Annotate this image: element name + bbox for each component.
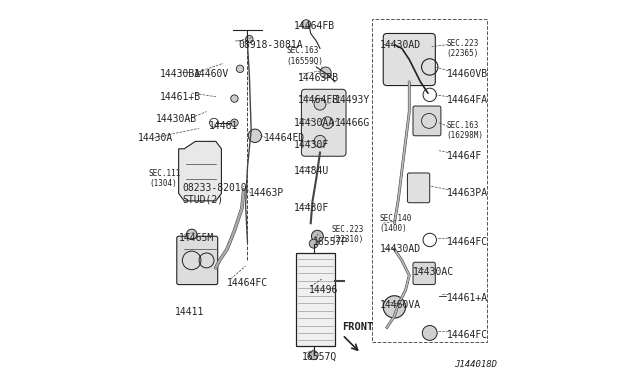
- Text: 14464FC: 14464FC: [227, 278, 268, 288]
- Circle shape: [309, 239, 318, 248]
- FancyBboxPatch shape: [413, 262, 435, 285]
- Text: SEC.111
(1304): SEC.111 (1304): [149, 169, 181, 188]
- Text: SEC.223
(22365): SEC.223 (22365): [447, 39, 479, 58]
- Circle shape: [320, 67, 331, 78]
- Text: 14496: 14496: [309, 285, 338, 295]
- Text: 14430AB: 14430AB: [156, 114, 198, 124]
- Circle shape: [231, 95, 238, 102]
- Text: 14464FA: 14464FA: [447, 96, 488, 105]
- Circle shape: [309, 351, 318, 360]
- Text: 08918-3081A: 08918-3081A: [238, 40, 303, 49]
- Text: 14484U: 14484U: [294, 166, 329, 176]
- Text: SEC.163
(16298M): SEC.163 (16298M): [447, 121, 483, 140]
- Circle shape: [383, 296, 406, 318]
- Text: 14460VA: 14460VA: [380, 300, 420, 310]
- FancyBboxPatch shape: [413, 106, 441, 136]
- Circle shape: [422, 326, 437, 340]
- Text: 14430F: 14430F: [294, 140, 329, 150]
- Text: 14430AD: 14430AD: [380, 244, 420, 254]
- Circle shape: [236, 65, 244, 73]
- Text: FRONT: FRONT: [342, 323, 374, 332]
- Text: 14493Y: 14493Y: [335, 96, 370, 105]
- Circle shape: [248, 129, 262, 142]
- FancyBboxPatch shape: [301, 89, 346, 156]
- Text: 14464F: 14464F: [447, 151, 482, 161]
- FancyBboxPatch shape: [408, 173, 429, 203]
- Text: 14430A: 14430A: [138, 133, 173, 142]
- Text: 14430F: 14430F: [294, 203, 329, 213]
- Text: 14465M: 14465M: [179, 233, 214, 243]
- Circle shape: [314, 135, 326, 147]
- Text: 14463P: 14463P: [250, 189, 285, 198]
- Text: 14464FB: 14464FB: [294, 21, 335, 31]
- Text: J144018D: J144018D: [454, 360, 497, 369]
- Circle shape: [302, 20, 310, 29]
- Text: 14461+A: 14461+A: [447, 293, 488, 302]
- Text: 14463PB: 14463PB: [298, 73, 339, 83]
- Circle shape: [231, 119, 238, 126]
- Text: 14464FD: 14464FD: [264, 133, 305, 142]
- Text: 14464FC: 14464FC: [447, 330, 488, 340]
- FancyBboxPatch shape: [383, 33, 435, 86]
- Text: 14464FC: 14464FC: [447, 237, 488, 247]
- Text: 14463PA: 14463PA: [447, 189, 488, 198]
- Text: 08233-82010
STUD(2): 08233-82010 STUD(2): [182, 183, 247, 204]
- Text: 16557Q: 16557Q: [301, 352, 337, 362]
- Circle shape: [314, 98, 326, 110]
- Circle shape: [321, 117, 333, 129]
- Text: 14460V: 14460V: [193, 70, 228, 79]
- Text: 14411: 14411: [175, 308, 204, 317]
- Text: 14466G: 14466G: [335, 118, 370, 128]
- Text: SEC.140
(1400): SEC.140 (1400): [380, 214, 412, 233]
- Text: 14464FB: 14464FB: [298, 96, 339, 105]
- Circle shape: [186, 229, 197, 240]
- Circle shape: [312, 230, 323, 242]
- Text: SEC.163
(16559Q): SEC.163 (16559Q): [287, 46, 323, 65]
- Text: SEC.223
(22310): SEC.223 (22310): [331, 225, 364, 244]
- FancyBboxPatch shape: [177, 236, 218, 285]
- FancyBboxPatch shape: [296, 253, 335, 346]
- Text: 14461+B: 14461+B: [160, 92, 201, 102]
- Text: 14430BA: 14430BA: [160, 70, 201, 79]
- Text: 16557P: 16557P: [312, 237, 348, 247]
- Polygon shape: [179, 141, 221, 201]
- Text: 14461: 14461: [209, 122, 238, 131]
- Text: 14430AA: 14430AA: [294, 118, 335, 128]
- Text: 14430AD: 14430AD: [380, 40, 420, 49]
- Text: 14460VB: 14460VB: [447, 70, 488, 79]
- Circle shape: [246, 35, 253, 43]
- Text: 14430AC: 14430AC: [413, 267, 454, 276]
